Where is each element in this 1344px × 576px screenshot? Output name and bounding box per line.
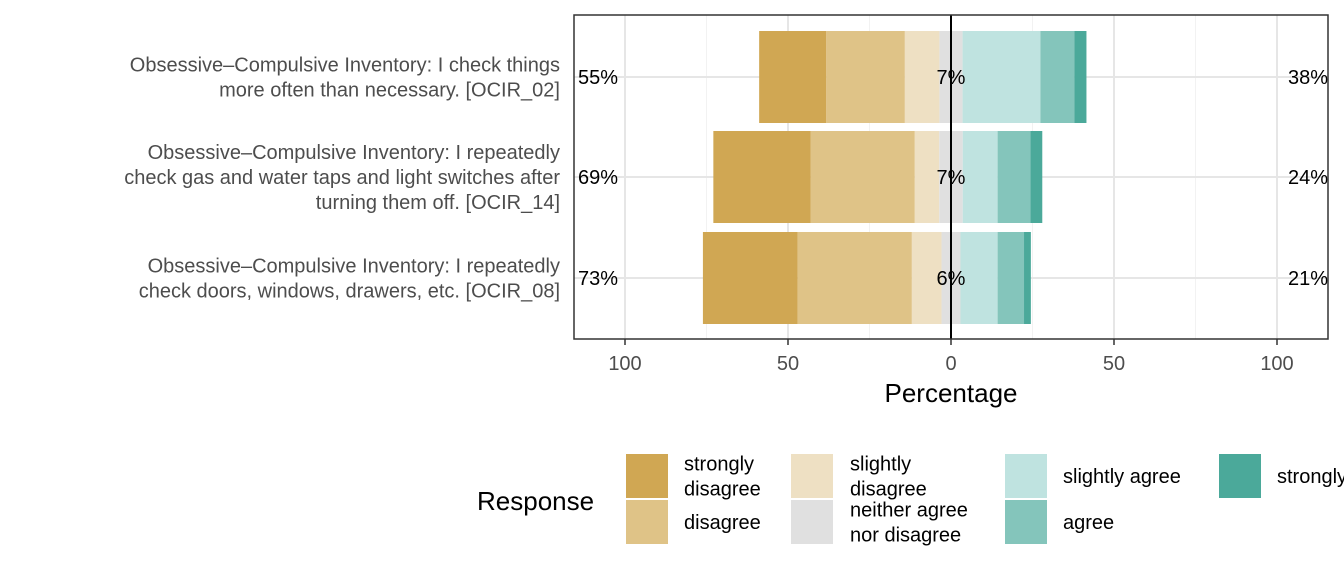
item-label-line: more often than necessary. [OCIR_02] xyxy=(219,80,560,102)
legend-label: disagree xyxy=(684,512,761,534)
agree-percent-label: 21% xyxy=(1288,268,1328,290)
item-label-line: turning them off. [OCIR_14] xyxy=(316,192,560,214)
legend-label: nor disagree xyxy=(850,525,961,547)
legend-key-agree xyxy=(1005,500,1047,544)
legend-label: strongly xyxy=(684,454,754,476)
legend-key-neither-agree-nor-disagree xyxy=(791,500,833,544)
neutral-percent-label: 7% xyxy=(937,67,966,89)
bar-segment-slightly-agree xyxy=(962,131,998,223)
x-tick-label: 50 xyxy=(777,353,799,375)
bar-segment-agree xyxy=(997,131,1031,223)
bar-segment-strongly-disagree xyxy=(702,232,798,324)
disagree-percent-label: 73% xyxy=(578,268,618,290)
bar-segment-slightly-disagree xyxy=(904,31,940,123)
disagree-percent-label: 69% xyxy=(578,167,618,189)
bar-segment-strongly-disagree xyxy=(713,131,811,223)
bar-segment-slightly-disagree xyxy=(911,232,942,324)
bar-segment-strongly-agree xyxy=(1030,131,1043,223)
legend-key-slightly-disagree xyxy=(791,454,833,498)
legend-label: strongly agree xyxy=(1277,466,1344,488)
item-label-line: check doors, windows, drawers, etc. [OCI… xyxy=(139,281,560,303)
legend-label: disagree xyxy=(850,479,927,501)
legend-key-strongly-disagree xyxy=(626,454,668,498)
bar-segment-strongly-agree xyxy=(1024,232,1031,324)
bar-segment-slightly-disagree xyxy=(914,131,940,223)
agree-percent-label: 38% xyxy=(1288,67,1328,89)
bar-segment-agree xyxy=(1040,31,1075,123)
legend-label: disagree xyxy=(684,479,761,501)
item-label-line: Obsessive–Compulsive Inventory: I repeat… xyxy=(148,142,560,164)
item-label-line: Obsessive–Compulsive Inventory: I check … xyxy=(130,55,560,77)
legend-key-slightly-agree xyxy=(1005,454,1047,498)
disagree-percent-label: 55% xyxy=(578,67,618,89)
bar-segment-disagree xyxy=(797,232,912,324)
legend-label: slightly agree xyxy=(1063,466,1181,488)
x-tick-label: 50 xyxy=(1103,353,1125,375)
bars xyxy=(702,31,1087,324)
bar-segment-disagree xyxy=(810,131,915,223)
bar-segment-disagree xyxy=(826,31,905,123)
legend-key-disagree xyxy=(626,500,668,544)
x-tick-label: 0 xyxy=(945,353,956,375)
x-tick-label: 100 xyxy=(608,353,641,375)
x-tick-label: 100 xyxy=(1260,353,1293,375)
x-axis-title: Percentage xyxy=(885,378,1018,408)
legend-label: agree xyxy=(1063,512,1114,534)
bar-segment-slightly-agree xyxy=(960,232,998,324)
neutral-percent-label: 7% xyxy=(937,167,966,189)
legend-label: slightly xyxy=(850,454,911,476)
legend-title: Response xyxy=(477,486,594,516)
item-label-line: Obsessive–Compulsive Inventory: I repeat… xyxy=(148,256,560,278)
neutral-percent-label: 6% xyxy=(937,268,966,290)
legend-label: neither agree xyxy=(850,500,968,522)
legend: Response strongly disagree disagree slightl… xyxy=(477,454,1344,547)
bar-segment-strongly-disagree xyxy=(759,31,827,123)
agree-percent-label: 24% xyxy=(1288,167,1328,189)
item-labels: Obsessive–Compulsive Inventory: I check … xyxy=(124,55,560,303)
bar-segment-agree xyxy=(997,232,1025,324)
item-label-line: check gas and water taps and light switc… xyxy=(124,167,560,189)
percent-labels: 55% 7% 38% 69% 7% 24% 73% 6% 21% xyxy=(578,67,1328,290)
legend-key-strongly-agree xyxy=(1219,454,1261,498)
bar-segment-slightly-agree xyxy=(962,31,1041,123)
bar-segment-strongly-agree xyxy=(1074,31,1087,123)
x-axis-ticks: 100 50 0 50 100 xyxy=(608,339,1294,375)
